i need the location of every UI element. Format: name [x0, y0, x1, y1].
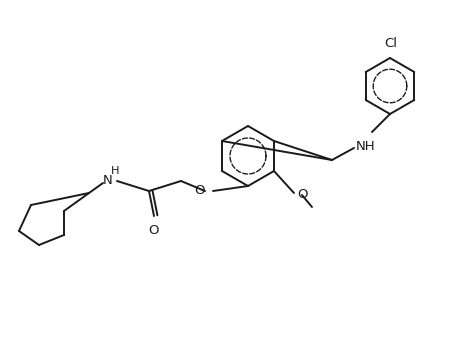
- Text: O: O: [194, 185, 205, 198]
- Text: O: O: [297, 188, 308, 201]
- Text: Cl: Cl: [384, 37, 398, 50]
- Text: N: N: [103, 173, 113, 186]
- Text: H: H: [111, 166, 119, 176]
- Text: NH: NH: [356, 139, 376, 152]
- Text: O: O: [149, 224, 159, 237]
